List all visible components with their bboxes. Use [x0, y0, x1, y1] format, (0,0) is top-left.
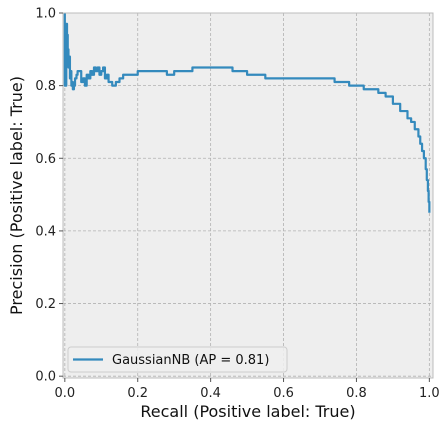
y-tick-label: 0.0	[35, 370, 56, 385]
series-layer	[63, 13, 431, 213]
x-tick-label: 1.0	[419, 386, 440, 401]
x-tick-label: 0.6	[273, 386, 294, 401]
y-tick-label: 0.4	[35, 224, 56, 239]
x-tick-label: 0.8	[346, 386, 367, 401]
y-tick-label: 0.6	[35, 152, 56, 167]
legend-entry-label: GaussianNB (AP = 0.81)	[112, 353, 269, 368]
x-tick-label: 0.2	[127, 386, 148, 401]
plot-background	[63, 13, 433, 378]
x-axis-ticks: 0.0 0.2 0.4 0.6 0.8 1.0	[54, 378, 440, 401]
legend-box	[67, 346, 288, 373]
x-tick-label: 0.0	[54, 386, 75, 401]
plot-frame	[62, 12, 434, 379]
series-line	[63, 13, 431, 213]
x-axis-title: Recall (Positive label: True)	[140, 402, 355, 421]
y-axis-title: Precision (Positive label: True)	[7, 76, 26, 315]
x-tick-label: 0.4	[200, 386, 221, 401]
grid	[63, 12, 433, 378]
legend: GaussianNB (AP = 0.81)	[67, 346, 288, 373]
y-tick-label: 0.2	[35, 297, 56, 312]
y-axis-ticks: 0.0 0.2 0.4 0.6 0.8 1.0	[35, 7, 63, 385]
y-tick-label: 0.8	[35, 79, 56, 94]
y-tick-label: 1.0	[35, 7, 56, 22]
